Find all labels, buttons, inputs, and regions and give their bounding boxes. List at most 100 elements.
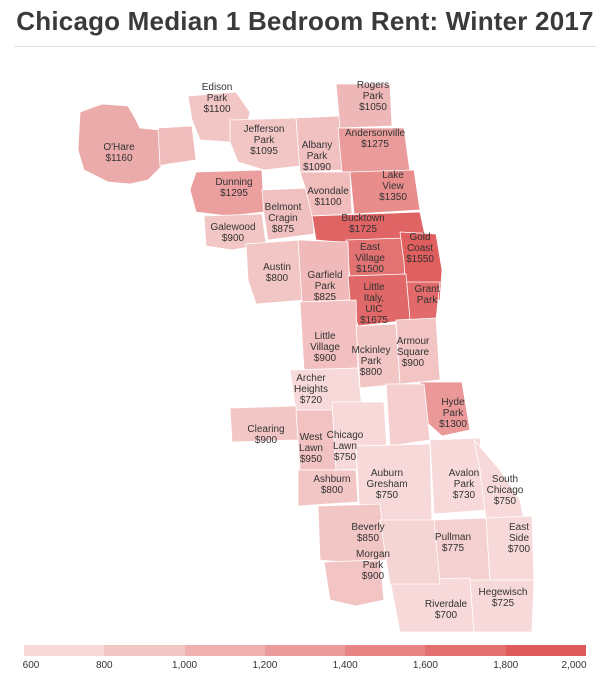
legend-tick-label: 600 [22, 660, 40, 671]
map-title: Chicago Median 1 Bedroom Rent: Winter 20… [16, 6, 594, 36]
label-ohare: O'Hare $1160 [103, 142, 134, 164]
label-pullman: Pullman $775 [435, 532, 471, 554]
label-name-line: Park [306, 151, 328, 162]
label-name-line: Beverly [351, 522, 385, 533]
label-rent: $750 [333, 452, 357, 463]
label-name-line: Square [396, 347, 430, 358]
label-name-line: Grant [414, 284, 440, 295]
label-rent: $1675 [360, 315, 388, 326]
label-clearing: Clearing $900 [247, 424, 284, 446]
label-rent: $1095 [250, 146, 278, 157]
legend-swatch [104, 645, 185, 656]
legend-tick-label: 1,800 [493, 660, 519, 671]
label-south-chicago: South Chicago $750 [487, 474, 524, 507]
label-name-line: Park [314, 281, 336, 292]
label-name-line: Andersonville [344, 128, 406, 139]
label-name-line: Little [314, 331, 336, 342]
label-grant-park: Grant Park [414, 284, 439, 306]
label-garfield-park: Garfield Park $825 [307, 270, 342, 303]
legend-tick-label: 800 [95, 660, 113, 671]
label-name-line: Avalon [448, 468, 480, 479]
region-mid-south [379, 519, 441, 585]
label-name-line: Park [362, 91, 384, 102]
label-rent: $750 [493, 496, 517, 507]
label-rent: $725 [491, 598, 515, 609]
label-name-line: Park [442, 408, 464, 419]
label-name-line: Mckinley [351, 345, 391, 356]
label-name-line: Chicago [486, 485, 524, 496]
label-rent: $825 [313, 292, 337, 303]
label-rent: $1160 [105, 153, 133, 164]
legend-swatch [505, 645, 586, 656]
label-galewood: Galewood $900 [210, 222, 255, 244]
label-rent: $1100 [203, 104, 231, 115]
label-name-line: Avondale [307, 186, 349, 197]
region-ohare [77, 103, 163, 185]
label-little-italy-uic: Little Italy, UIC $1675 [360, 282, 388, 326]
label-name-line: Archer [296, 373, 326, 384]
label-name-line: Clearing [247, 424, 285, 435]
label-rent: $1275 [361, 139, 389, 150]
label-rent: $800 [265, 273, 289, 284]
label-west-lawn: West Lawn $950 [299, 432, 323, 465]
label-name-line: Hyde [441, 397, 465, 408]
label-rent: $1295 [220, 188, 248, 199]
label-rent: $1100 [314, 197, 342, 208]
label-chicago-lawn: Chicago Lawn $750 [327, 430, 364, 463]
label-name-line: East [508, 522, 529, 533]
legend-tick-label: 1,200 [252, 660, 278, 671]
label-archer-heights: Archer Heights $720 [294, 373, 328, 406]
legend-tick-label: 1,600 [412, 660, 438, 671]
region-austin [245, 239, 305, 305]
label-andersonville: Andersonville $1275 [345, 128, 405, 150]
legend-swatch [264, 645, 346, 656]
label-mckinley-park: Mckinley Park $800 [352, 345, 391, 378]
label-name-line: Cragin [268, 213, 298, 224]
label-name-line: Heights [294, 384, 328, 395]
label-riverdale: Riverdale $700 [425, 599, 467, 621]
label-name-line: Lake [382, 170, 404, 181]
label-rent: $800 [320, 485, 344, 496]
legend-tick-label: 2,000 [561, 660, 587, 671]
region-ashburn [297, 469, 359, 507]
label-name-line: Side [508, 533, 529, 544]
label-name-line: Chicago [326, 430, 364, 441]
label-name-line: Lawn [299, 443, 323, 454]
label-hyde-park: Hyde Park $1300 [439, 397, 467, 430]
label-rent: $1050 [359, 102, 387, 113]
label-belmont-cragin: Belmont Cragin $875 [265, 202, 302, 235]
label-name-line: Park [416, 295, 438, 306]
label-name-line: East [359, 242, 380, 253]
region-hegewisch [469, 579, 535, 633]
label-rent: $730 [452, 490, 476, 501]
region-south-east [385, 383, 431, 447]
label-name-line: South [491, 474, 519, 485]
label-name-line: Morgan [356, 549, 390, 560]
region-morgan-park [323, 559, 385, 607]
title-divider [14, 46, 596, 47]
city-outline [77, 83, 535, 633]
label-rent: $850 [356, 533, 380, 544]
label-little-village: Little Village $900 [310, 331, 340, 364]
region-little-italy-uic [347, 273, 411, 327]
legend-swatch [425, 645, 506, 656]
label-rent: $1090 [303, 162, 331, 173]
label-edison-park: Edison Park $1100 [202, 82, 233, 115]
region-lake-view [349, 169, 421, 215]
label-name-line: Pullman [434, 532, 472, 543]
label-name-line: Little [363, 282, 385, 293]
label-name-line: Auburn [370, 468, 404, 479]
label-name-line: Coast [406, 243, 434, 254]
label-jefferson-park: Jefferson Park $1095 [244, 124, 285, 157]
label-auburn-gresham: Auburn Gresham $750 [366, 468, 407, 501]
label-name-line: Bucktown [341, 213, 385, 224]
label-name-line: Italy, [363, 293, 385, 304]
label-austin: Austin $800 [263, 262, 291, 284]
region-armour-square [395, 317, 441, 385]
label-name-line: Jefferson [243, 124, 285, 135]
label-name-line: Gresham [366, 479, 408, 490]
legend-tick-label: 1,400 [332, 660, 358, 671]
legend-color-scale [24, 645, 586, 656]
label-name-line: Village [355, 253, 385, 264]
